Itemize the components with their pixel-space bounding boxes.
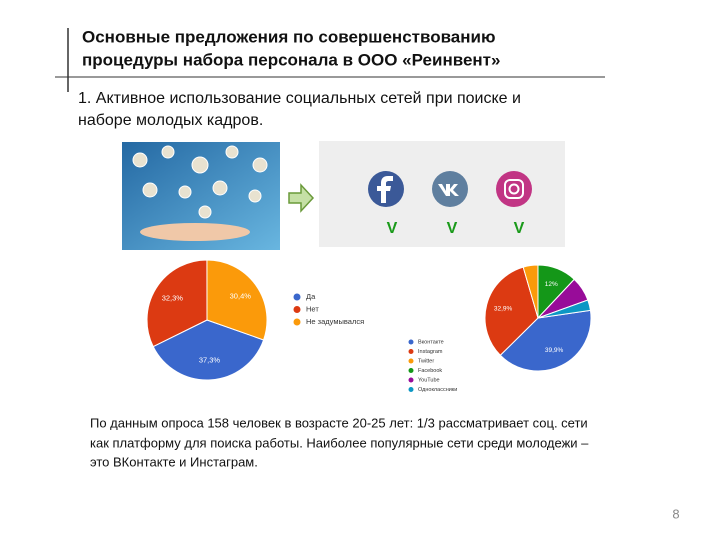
- legend-label: Нет: [306, 304, 319, 313]
- network-photo: [122, 142, 280, 250]
- legend-swatch: [408, 377, 414, 383]
- slice-label: 32,3%: [162, 293, 184, 302]
- legend-swatch: [408, 368, 414, 373]
- legend-swatch: [293, 293, 301, 301]
- slice-label: 37,3%: [199, 356, 221, 365]
- title: Основные предложения по совершенствовани…: [82, 27, 496, 46]
- facebook-icon: [368, 171, 404, 207]
- page-number: 8: [672, 506, 679, 521]
- legend-label: Twitter: [418, 358, 434, 364]
- body-text: это ВКонтакте и Инстаграм.: [90, 454, 258, 469]
- legend-label: YouTube: [418, 377, 440, 383]
- slice-label: 30,4%: [230, 291, 252, 300]
- legend-label: Не задумывался: [306, 317, 364, 326]
- slice-label: 39,9%: [545, 347, 564, 354]
- vk-icon: [432, 171, 468, 207]
- pie-slice: [152, 319, 265, 381]
- pie-slice: [537, 299, 592, 319]
- subtitle: 1. Активное использование социальных сет…: [78, 90, 521, 107]
- pie-slice: [146, 259, 208, 348]
- arrow: [288, 183, 315, 213]
- legend-label: Одноклассники: [418, 387, 457, 393]
- subtitle: наборе молодых кадров.: [78, 112, 263, 129]
- checkmark: V: [514, 220, 525, 237]
- checkmark: V: [387, 220, 398, 237]
- pie-slice: [206, 259, 268, 341]
- legend-swatch: [408, 349, 414, 354]
- instagram-icon: [496, 171, 532, 207]
- legend-label: Facebook: [418, 368, 442, 374]
- legend-swatch: [293, 306, 301, 313]
- checkmark: V: [447, 220, 458, 237]
- legend-swatch: [408, 358, 414, 364]
- legend-label: Instagram: [418, 349, 443, 355]
- body-text: По данным опроса 158 человек в возрасте …: [90, 415, 588, 430]
- legend-label: Да: [306, 292, 316, 301]
- body-text: как платформу для поиска работы. Наиболе…: [90, 435, 589, 450]
- pie-slice: [484, 266, 539, 356]
- legend-label: Вконтакте: [418, 339, 444, 345]
- legend-swatch: [408, 387, 414, 392]
- legend-swatch: [293, 318, 301, 326]
- legend-swatch: [408, 339, 414, 345]
- pie-slice: [499, 309, 592, 372]
- title: процедуры набора персонала в ООО «Реинве…: [82, 50, 500, 69]
- slice-label: 12%: [545, 281, 558, 288]
- slice-label: 32,9%: [494, 306, 513, 313]
